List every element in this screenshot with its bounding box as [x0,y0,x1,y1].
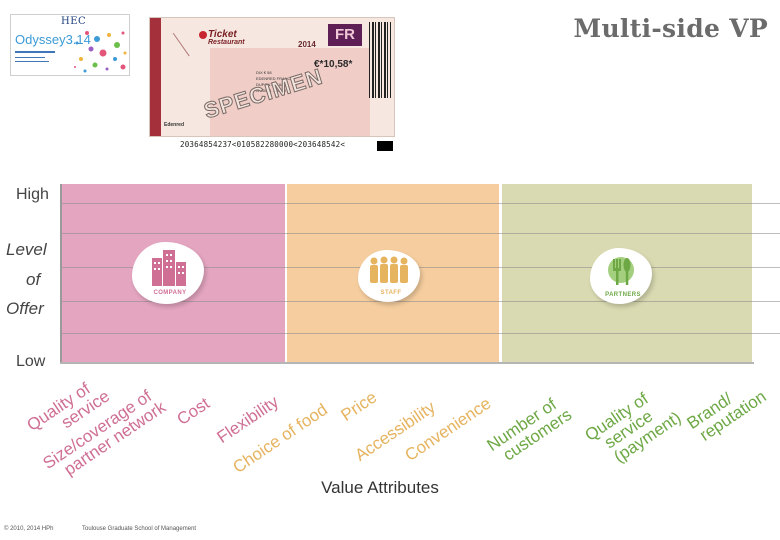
x-axis-title: Value Attributes [321,478,439,497]
partners-sticker: PARTNERS [590,248,656,306]
attribute-price: Price [337,387,381,425]
ticket-restaurant-voucher: Ticket Restaurant 2014 FR €*10,58* DIX €… [149,17,395,137]
y-title-line-3: Offer [6,299,44,318]
footer-copyright: © 2010, 2014 HPh [4,526,54,532]
partners-sticker-label: PARTNERS [605,292,641,298]
sticker-blob [358,250,420,302]
hec-odyssey-logo: HEC Odyssey3.14 [10,14,130,76]
ticket-info-line: DUPONT JEAN [256,82,285,87]
footer-school: Toulouse Graduate School of Management [82,526,197,532]
gridline [60,203,780,204]
ticket-black-mark [377,141,393,151]
y-title-line-1: Level [6,240,47,259]
dots-pattern-icon [74,31,127,73]
ticket-year: 2014 [298,40,316,49]
gridline [60,301,780,302]
ticket-info-line: EDENRED FRANCE [256,76,294,81]
attribute-line: Cost [173,393,214,429]
company-sticker-label: COMPANY [153,290,187,296]
company-sticker: COMPANY [132,242,208,308]
ticket-issuer: Edenred [164,122,185,128]
x-axis [60,362,754,364]
attribute-number-of-customers: Number of customers [483,392,575,469]
ticket-brand-sub: Restaurant [208,39,245,46]
odyssey-wordmark: Odyssey3.14 [15,32,91,47]
gridline [60,267,780,268]
voucher-illustration [210,48,370,136]
hec-wordmark: HEC [61,16,87,27]
logo-rule [15,61,49,62]
logo-rule [15,57,45,58]
slide-title: Multi-side VP [573,14,768,43]
attribute-brand-reputation: Brand/ reputation [683,373,769,446]
ticket-brand: Ticket [208,29,237,40]
barcode-icon [369,22,391,98]
ticket-amount: €*10,58* [314,59,353,70]
staff-sticker: STAFF [358,250,424,304]
buildings-icon [152,250,186,286]
attribute-cost: Cost [173,393,214,429]
ticket-info-line: DIX € 58 [256,70,272,75]
staff-sticker-label: STAFF [380,290,402,296]
attribute-line: Price [337,387,381,425]
gridline [60,233,780,234]
ticket-logo-icon [199,31,207,39]
ticket-info-line: N°00001 - 20 TR [256,88,286,93]
gridline [60,333,780,334]
voucher-band [150,18,161,136]
ticket-info: DIX € 58 EDENRED FRANCE DUPONT JEAN N°00… [256,70,293,94]
y-title-line-2: of [26,270,41,289]
people-icon [370,256,408,283]
ticket-machine-code: 20364854237<010582280000<203648542< [180,140,346,149]
attribute-quality-of-service-payment: Quality of service (payment) [581,380,684,472]
y-axis [60,184,62,362]
y-label-high: High [16,186,49,203]
logo-rule [15,51,55,53]
y-label-low: Low [16,353,46,370]
ticket-country-badge: FR [328,24,362,46]
cutlery-icon [608,257,634,285]
